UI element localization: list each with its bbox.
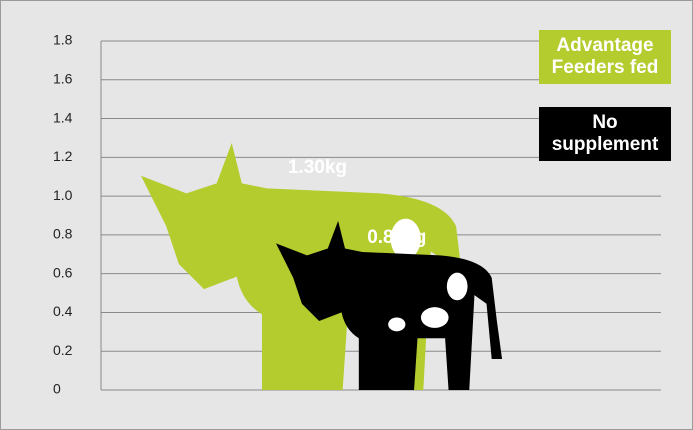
y-tick-label: 0.4 [53,303,73,319]
cow-spot [388,317,406,332]
y-tick-label: 0.8 [53,226,73,242]
y-tick-label: 1.6 [53,70,73,86]
y-tick-label: 0.6 [53,264,73,280]
legend-entry: No supplement [539,107,671,161]
y-tick-label: 1.0 [53,187,73,203]
cow-group [276,220,503,390]
y-tick-label: 0 [53,381,61,397]
y-tick-label: 0.2 [53,342,73,358]
cow-spot [420,307,449,328]
cow-bar [276,220,503,390]
legend-entry: Advantage Feeders fed [539,30,671,84]
value-label: 1.30kg [288,157,347,178]
value-label: 0.89kg [367,227,426,248]
y-tick-label: 1.4 [53,109,73,125]
y-tick-label: 1.2 [53,148,73,164]
y-tick-label: 1.8 [53,32,73,48]
cow-spot [446,272,468,301]
cow-spot [390,218,421,259]
